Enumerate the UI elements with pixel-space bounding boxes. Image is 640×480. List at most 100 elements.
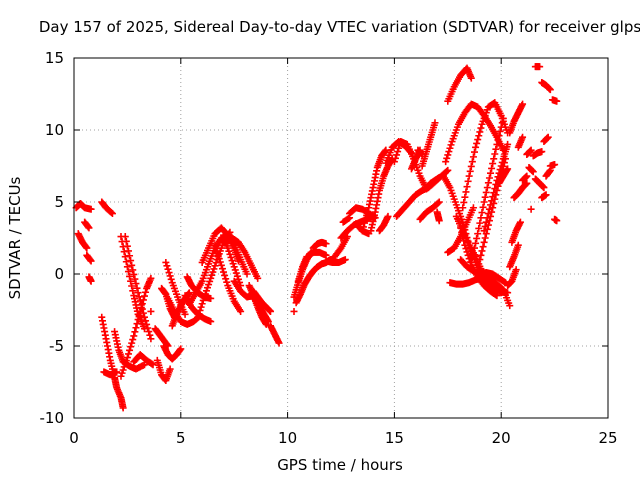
data-point-fill <box>214 251 222 259</box>
data-point <box>527 205 535 213</box>
data-point-fill <box>126 346 134 354</box>
data-point <box>140 361 148 369</box>
y-tick-label: 15 <box>45 49 64 67</box>
series-arc-07 <box>98 313 127 412</box>
series-arc-77 <box>510 179 531 202</box>
data-point-fill <box>483 214 491 222</box>
data-point <box>553 97 561 105</box>
data-point-fill <box>140 292 148 300</box>
data-point-fill <box>391 154 399 162</box>
data-point-fill <box>494 136 502 144</box>
data-point-fill <box>121 253 129 261</box>
data-point-fill <box>467 162 475 170</box>
data-point-fill <box>124 350 132 358</box>
data-point <box>290 307 298 315</box>
data-point-fill <box>478 209 486 217</box>
data-point-fill <box>132 280 140 288</box>
data-point-fill <box>490 189 498 197</box>
data-point-fill <box>127 343 135 351</box>
data-point-fill <box>495 132 503 140</box>
data-point <box>493 292 501 300</box>
series-arc-62 <box>444 204 477 256</box>
data-point <box>467 74 475 82</box>
series-arc-75 <box>506 100 527 137</box>
series-arc-78 <box>514 133 527 151</box>
data-point-fill <box>468 158 476 166</box>
data-point <box>435 217 443 225</box>
data-point-fill <box>122 258 130 266</box>
data-point <box>358 227 366 235</box>
data-point-fill <box>137 304 145 312</box>
series-arc-87 <box>538 191 550 202</box>
data-point-fill <box>196 306 204 314</box>
data-point <box>147 307 155 315</box>
data-point-fill <box>131 275 139 283</box>
data-point <box>469 204 477 212</box>
data-point-fill <box>394 148 402 156</box>
data-point-fill <box>447 141 455 149</box>
data-point-fill <box>462 245 470 253</box>
data-point-fill <box>491 150 499 158</box>
data-point-fill <box>124 247 132 255</box>
data-point-fill <box>488 164 496 172</box>
data-point-fill <box>126 252 134 260</box>
data-point-fill <box>195 310 203 318</box>
data-point-fill <box>123 242 131 250</box>
data-point-fill <box>129 287 137 295</box>
series-arc-91 <box>548 96 561 105</box>
data-point <box>134 289 142 297</box>
x-tick-label: 5 <box>176 429 186 447</box>
series-arc-69 <box>474 266 514 310</box>
data-point <box>185 289 193 297</box>
data-point-fill <box>221 271 229 279</box>
data-point-fill <box>223 278 231 286</box>
data-point <box>254 274 262 282</box>
data-point-fill <box>434 199 442 207</box>
series-arc-49 <box>375 212 392 235</box>
data-point <box>136 307 144 315</box>
data-point <box>499 114 507 122</box>
series-arc-48 <box>367 155 396 235</box>
data-point-fill <box>477 214 485 222</box>
x-tick-label: 20 <box>492 429 511 447</box>
series-arc-84 <box>531 175 548 192</box>
y-axis-label: SDTVAR / TECUs <box>6 176 24 299</box>
series-arc-12 <box>117 274 155 380</box>
data-point-fill <box>360 219 368 227</box>
data-point-fill <box>458 228 466 236</box>
data-point-fill <box>473 139 481 147</box>
series-arc-05 <box>85 273 95 285</box>
data-point-fill <box>216 258 224 266</box>
series-arc-03 <box>81 218 93 232</box>
data-point <box>267 307 275 315</box>
series-arc-40 <box>309 238 330 252</box>
data-point-fill <box>133 320 141 328</box>
data-point-fill <box>465 255 473 263</box>
data-point <box>113 368 121 376</box>
series-arc-61 <box>444 64 475 105</box>
data-point-fill <box>498 285 506 293</box>
series-arc-27 <box>211 241 245 315</box>
series-arc-32 <box>249 287 275 315</box>
data-point-fill <box>481 222 489 230</box>
data-point-fill <box>126 272 134 280</box>
chart-title: Day 157 of 2025, Sidereal Day-to-day VTE… <box>39 18 640 36</box>
data-point-fill <box>443 154 451 162</box>
data-point <box>474 230 482 238</box>
data-point <box>546 86 554 94</box>
x-tick-label: 15 <box>385 429 404 447</box>
series-arc-02 <box>74 230 91 252</box>
data-point <box>529 168 537 176</box>
data-point <box>476 256 484 264</box>
data-point <box>480 227 488 235</box>
data-point <box>487 201 495 209</box>
data-point <box>523 172 531 180</box>
data-point <box>123 263 131 271</box>
series-arc-39 <box>305 248 330 259</box>
data-point-fill <box>474 136 482 144</box>
series-arc-33 <box>252 296 272 326</box>
series-arc-35 <box>290 307 298 315</box>
data-point <box>506 302 514 310</box>
series-arc-29 <box>222 234 262 282</box>
data-point-fill <box>364 208 372 216</box>
